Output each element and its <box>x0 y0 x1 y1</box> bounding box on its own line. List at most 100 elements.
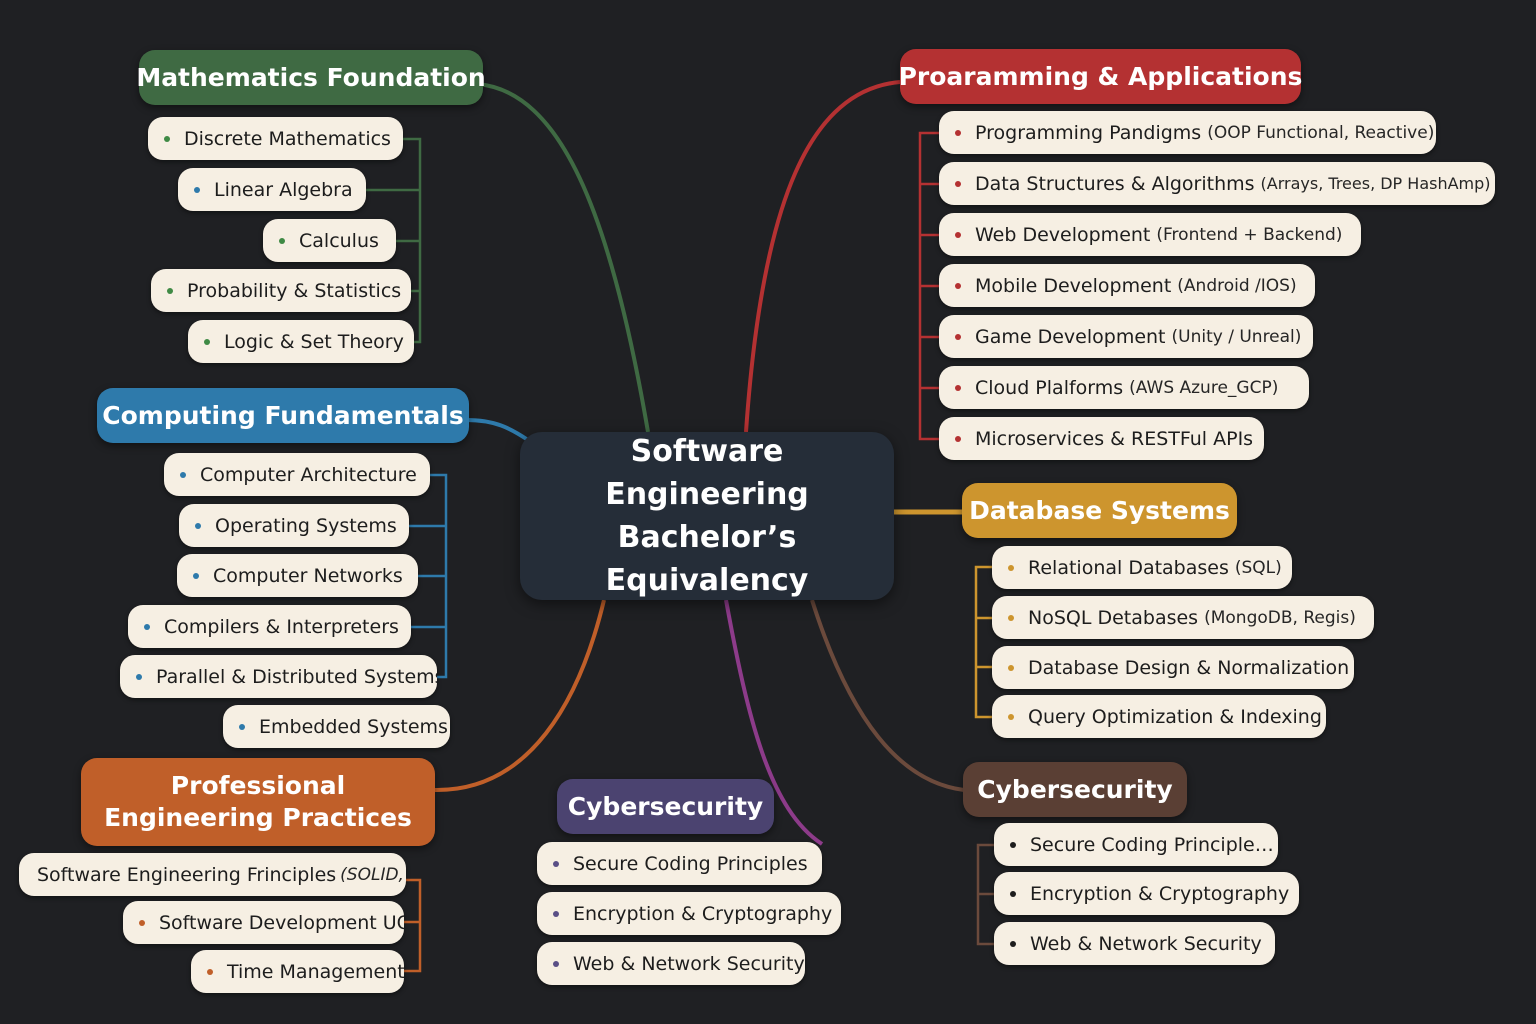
branch-title: Cybersecurity <box>567 792 764 821</box>
topic-secure-coding-right[interactable]: Secure Coding Principle… <box>994 823 1278 866</box>
topic-label: Secure Coding Principle… <box>1030 833 1274 856</box>
topic-secure-coding-middle[interactable]: Secure Coding Principles <box>537 842 822 885</box>
bracket-cyber-right <box>976 843 996 946</box>
topic-encryption-middle[interactable]: Encryption & Cryptography <box>537 892 841 935</box>
topic-label: Encryption & Cryptography <box>573 902 833 925</box>
topic-web-network-middle[interactable]: Web & Network Security <box>537 942 805 985</box>
branch-title: Database Systems <box>969 496 1230 525</box>
topic-microservices[interactable]: Microservices & RESTFul APIs <box>939 417 1264 460</box>
topic-computer-networks[interactable]: Computer Networks <box>177 554 418 597</box>
bullet-icon <box>553 960 559 967</box>
bullet-icon <box>204 338 210 345</box>
topic-label: Microservices & RESTFul APIs <box>975 427 1254 450</box>
bullet-icon <box>955 384 961 391</box>
bullet-icon <box>955 231 961 238</box>
topic-label: Probability & Statistics <box>187 279 402 302</box>
topic-logic-set-theory[interactable]: Logic & Set Theory <box>188 320 414 363</box>
branch-header-mathematics[interactable]: Mathematics Foundation <box>136 50 486 105</box>
topic-mobile-development[interactable]: Mobile Development (Android /IOS) <box>939 264 1315 307</box>
topic-label: Secure Coding Principles <box>573 852 808 875</box>
bullet-icon <box>955 435 961 442</box>
topic-compilers-interpreters[interactable]: Compilers & Interpreters <box>128 605 411 648</box>
bullet-icon <box>1008 564 1014 571</box>
bullet-icon <box>955 333 961 340</box>
topic-label: Query Optimization & Indexing <box>1028 705 1322 728</box>
bullet-icon <box>955 282 961 289</box>
bullet-icon <box>553 910 559 917</box>
bracket-database <box>974 565 994 719</box>
connector-programming <box>744 80 901 433</box>
topic-query-optimization[interactable]: Query Optimization & Indexing <box>992 695 1326 738</box>
topic-detail: (OOP Functional, Reactive) <box>1207 122 1435 143</box>
bullet-icon <box>1008 664 1014 671</box>
branch-header-cybersecurity-middle[interactable]: Cybersecurity <box>557 779 774 834</box>
topic-embedded-systems[interactable]: Embedded Systems <box>223 705 450 748</box>
topic-probability-statistics[interactable]: Probability & Statistics <box>151 269 411 312</box>
bullet-icon <box>136 673 142 680</box>
bullet-icon <box>1010 890 1016 897</box>
center-title: Software Engineering Bachelor’s Equivale… <box>605 434 809 598</box>
topic-parallel-distributed[interactable]: Parallel & Distributed Systems <box>120 655 437 698</box>
topic-web-development[interactable]: Web Development (Frontend + Backend) <box>939 213 1361 256</box>
bullet-icon <box>239 723 245 730</box>
topic-label: Parallel & Distributed Systems <box>156 665 437 688</box>
bullet-icon <box>167 287 173 294</box>
branch-header-programming[interactable]: Proaramming & Applications <box>898 49 1303 104</box>
bullet-icon <box>144 623 150 630</box>
topic-se-principles[interactable]: Software Engineering Frinciples (SOLID, <box>19 853 406 896</box>
bracket-programming <box>918 131 940 441</box>
topic-operating-systems[interactable]: Operating Systems <box>179 504 409 547</box>
branch-header-database[interactable]: Database Systems <box>962 483 1237 538</box>
topic-database-design[interactable]: Database Design & Normalization <box>992 646 1354 689</box>
bullet-icon <box>1008 713 1014 720</box>
connector-math <box>477 82 650 433</box>
bullet-icon <box>164 135 170 142</box>
topic-programming-paradigms[interactable]: Programming Pandigms (OOP Functional, Re… <box>939 111 1436 154</box>
topic-linear-algebra[interactable]: Linear Algebra <box>178 168 366 211</box>
topic-label: Cloud Plalforms <box>975 376 1124 399</box>
branch-title: Computing Fundamentals <box>102 401 464 430</box>
topic-computer-architecture[interactable]: Computer Architecture <box>164 453 430 496</box>
branch-title: Proaramming & Applications <box>898 62 1303 91</box>
branch-header-professional[interactable]: Professional Engineering Practices <box>81 758 435 846</box>
topic-nosql-databases[interactable]: NoSQL Detabases (MongoDB, Regis) <box>992 596 1374 639</box>
topic-detail: (MongoDB, Regis) <box>1204 607 1356 628</box>
center-node: Software Engineering Bachelor’s Equivale… <box>520 432 894 600</box>
topic-detail: (Unity / Unreal) <box>1171 326 1302 347</box>
topic-label: Data Structures & Algorithms <box>975 172 1255 195</box>
topic-label: Time Management <box>227 960 404 983</box>
bullet-icon <box>193 572 199 579</box>
topic-label: Embedded Systems <box>259 715 448 738</box>
topic-encryption-right[interactable]: Encryption & Cryptography <box>994 872 1299 915</box>
topic-label: Database Design & Normalization <box>1028 656 1350 679</box>
topic-label: Web Development <box>975 223 1151 246</box>
topic-calculus[interactable]: Calculus <box>263 219 396 262</box>
topic-web-network-right[interactable]: Web & Network Security <box>994 922 1275 965</box>
bullet-icon <box>955 180 961 187</box>
branch-header-computing[interactable]: Computing Fundamentals <box>97 388 469 443</box>
topic-label: Operating Systems <box>215 514 397 537</box>
topic-label: Programming Pandigms <box>975 121 1202 144</box>
branch-title: Professional Engineering Practices <box>104 771 412 832</box>
topic-label: Relational Databases <box>1028 556 1229 579</box>
bullet-icon <box>180 471 186 478</box>
topic-label: Compilers & Interpreters <box>164 615 399 638</box>
bracket-professional <box>404 878 422 973</box>
topic-time-management[interactable]: Time Management <box>191 950 404 993</box>
branch-header-cybersecurity-right[interactable]: Cybersecurity <box>963 762 1187 817</box>
topic-discrete-mathematics[interactable]: Discrete Mathematics <box>148 117 403 160</box>
connector-cyber-mid <box>724 599 824 846</box>
topic-software-development[interactable]: Software Development UC … <box>123 901 404 944</box>
topic-label: Computer Architecture <box>200 463 417 486</box>
topic-label: Encryption & Cryptography <box>1030 882 1290 905</box>
topic-relational-databases[interactable]: Relational Databases (SQL) <box>992 546 1292 589</box>
topic-label: NoSQL Detabases <box>1028 606 1199 629</box>
topic-game-development[interactable]: Game Development (Unity / Unreal) <box>939 315 1313 358</box>
bullet-icon <box>207 968 213 975</box>
topic-label: Software Engineering Frinciples <box>37 863 337 886</box>
topic-label: Software Development UC <box>159 911 404 934</box>
topic-cloud-platforms[interactable]: Cloud Plalforms (AWS Azure_GCP) <box>939 366 1309 409</box>
connector-cyber-right <box>810 599 965 792</box>
topic-data-structures[interactable]: Data Structures & Algorithms (Arrays, Tr… <box>939 162 1495 205</box>
